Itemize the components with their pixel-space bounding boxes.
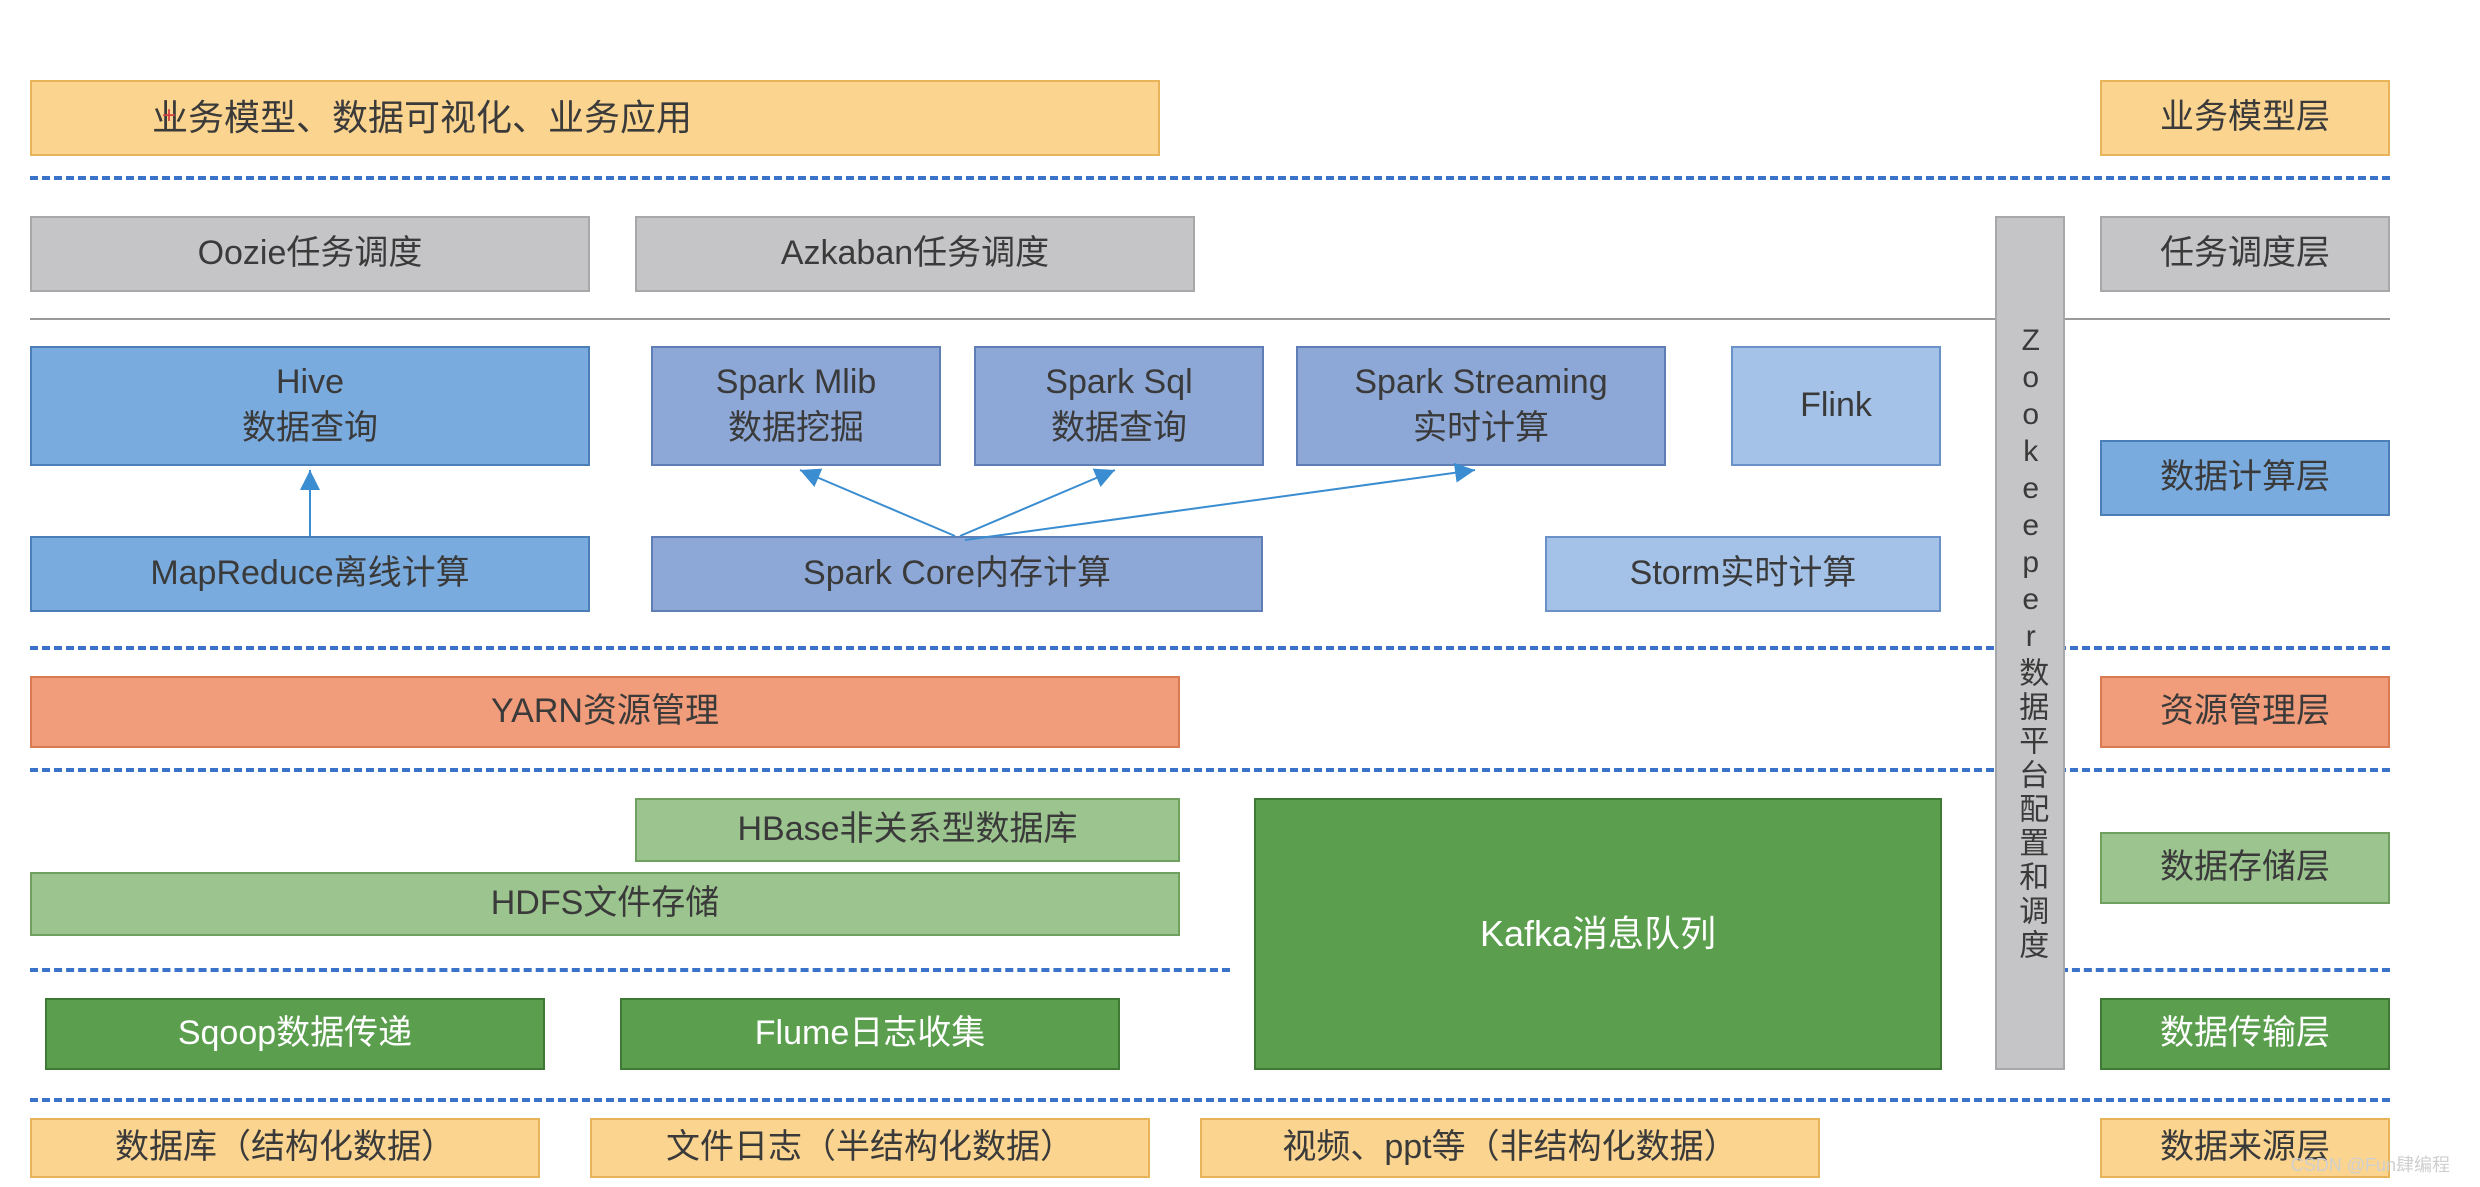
storm-box: Storm实时计算	[1545, 536, 1941, 612]
divider-5b	[2060, 968, 2390, 972]
marker-dot: +	[162, 100, 176, 132]
side-storage: 数据存储层	[2100, 832, 2390, 904]
divider-1	[30, 176, 2390, 180]
side-label: 资源管理层	[2160, 689, 2330, 735]
side-label: 数据计算层	[2160, 455, 2330, 501]
file-label: 文件日志（半结构化数据）	[666, 1125, 1074, 1171]
yarn-box: YARN资源管理	[30, 676, 1180, 748]
spark-mlib-label: Spark Mlib 数据挖掘	[716, 360, 877, 452]
hbase-box: HBase非关系型数据库	[635, 798, 1180, 862]
hbase-label: HBase非关系型数据库	[737, 807, 1077, 853]
video-box: 视频、ppt等（非结构化数据）	[1200, 1118, 1820, 1178]
side-label: 数据存储层	[2160, 845, 2330, 891]
spark-streaming-box: Spark Streaming 实时计算	[1296, 346, 1666, 466]
spark-core-box: Spark Core内存计算	[651, 536, 1263, 612]
storm-label: Storm实时计算	[1630, 551, 1857, 597]
oozie-box: Oozie任务调度	[30, 216, 590, 292]
hive-label: Hive 数据查询	[242, 360, 378, 452]
side-scheduler: 任务调度层	[2100, 216, 2390, 292]
mapreduce-label: MapReduce离线计算	[150, 551, 469, 597]
divider-5	[30, 968, 1230, 972]
business-model-box: + 业务模型、数据可视化、业务应用	[30, 80, 1160, 156]
spark-streaming-label: Spark Streaming 实时计算	[1354, 360, 1607, 452]
db-box: 数据库（结构化数据）	[30, 1118, 540, 1178]
side-label: 业务模型层	[2160, 95, 2330, 141]
hdfs-box: HDFS文件存储	[30, 872, 1180, 936]
azkaban-label: Azkaban任务调度	[781, 231, 1049, 277]
flink-label: Flink	[1800, 383, 1872, 429]
divider-6	[30, 1098, 2390, 1102]
video-label: 视频、ppt等（非结构化数据）	[1282, 1125, 1737, 1171]
zookeeper-box: Zookeeper数据平台配置和调度	[1995, 216, 2065, 1070]
side-label: 数据传输层	[2160, 1011, 2330, 1057]
side-compute: 数据计算层	[2100, 440, 2390, 516]
flume-label: Flume日志收集	[755, 1011, 985, 1057]
mapreduce-box: MapReduce离线计算	[30, 536, 590, 612]
flume-box: Flume日志收集	[620, 998, 1120, 1070]
spark-sql-label: Spark Sql 数据查询	[1045, 360, 1192, 452]
spark-mlib-box: Spark Mlib 数据挖掘	[651, 346, 941, 466]
flink-box: Flink	[1731, 346, 1941, 466]
hdfs-label: HDFS文件存储	[491, 881, 720, 927]
file-box: 文件日志（半结构化数据）	[590, 1118, 1150, 1178]
side-business-model: 业务模型层	[2100, 80, 2390, 156]
sqoop-box: Sqoop数据传递	[45, 998, 545, 1070]
yarn-label: YARN资源管理	[491, 689, 719, 735]
side-label: 任务调度层	[2160, 231, 2330, 277]
kafka-box: Kafka消息队列	[1254, 798, 1942, 1070]
kafka-label: Kafka消息队列	[1480, 910, 1716, 959]
oozie-label: Oozie任务调度	[198, 231, 423, 277]
side-resource: 资源管理层	[2100, 676, 2390, 748]
business-model-label: 业务模型、数据可视化、业务应用	[152, 94, 692, 143]
db-label: 数据库（结构化数据）	[115, 1125, 455, 1171]
spark-core-label: Spark Core内存计算	[803, 551, 1111, 597]
sqoop-label: Sqoop数据传递	[178, 1011, 412, 1057]
spark-sql-box: Spark Sql 数据查询	[974, 346, 1264, 466]
azkaban-box: Azkaban任务调度	[635, 216, 1195, 292]
side-transport: 数据传输层	[2100, 998, 2390, 1070]
watermark: CSDN @Fun肆编程	[2291, 1151, 2450, 1177]
hive-box: Hive 数据查询	[30, 346, 590, 466]
zookeeper-label: Zookeeper数据平台配置和调度	[2010, 324, 2051, 963]
